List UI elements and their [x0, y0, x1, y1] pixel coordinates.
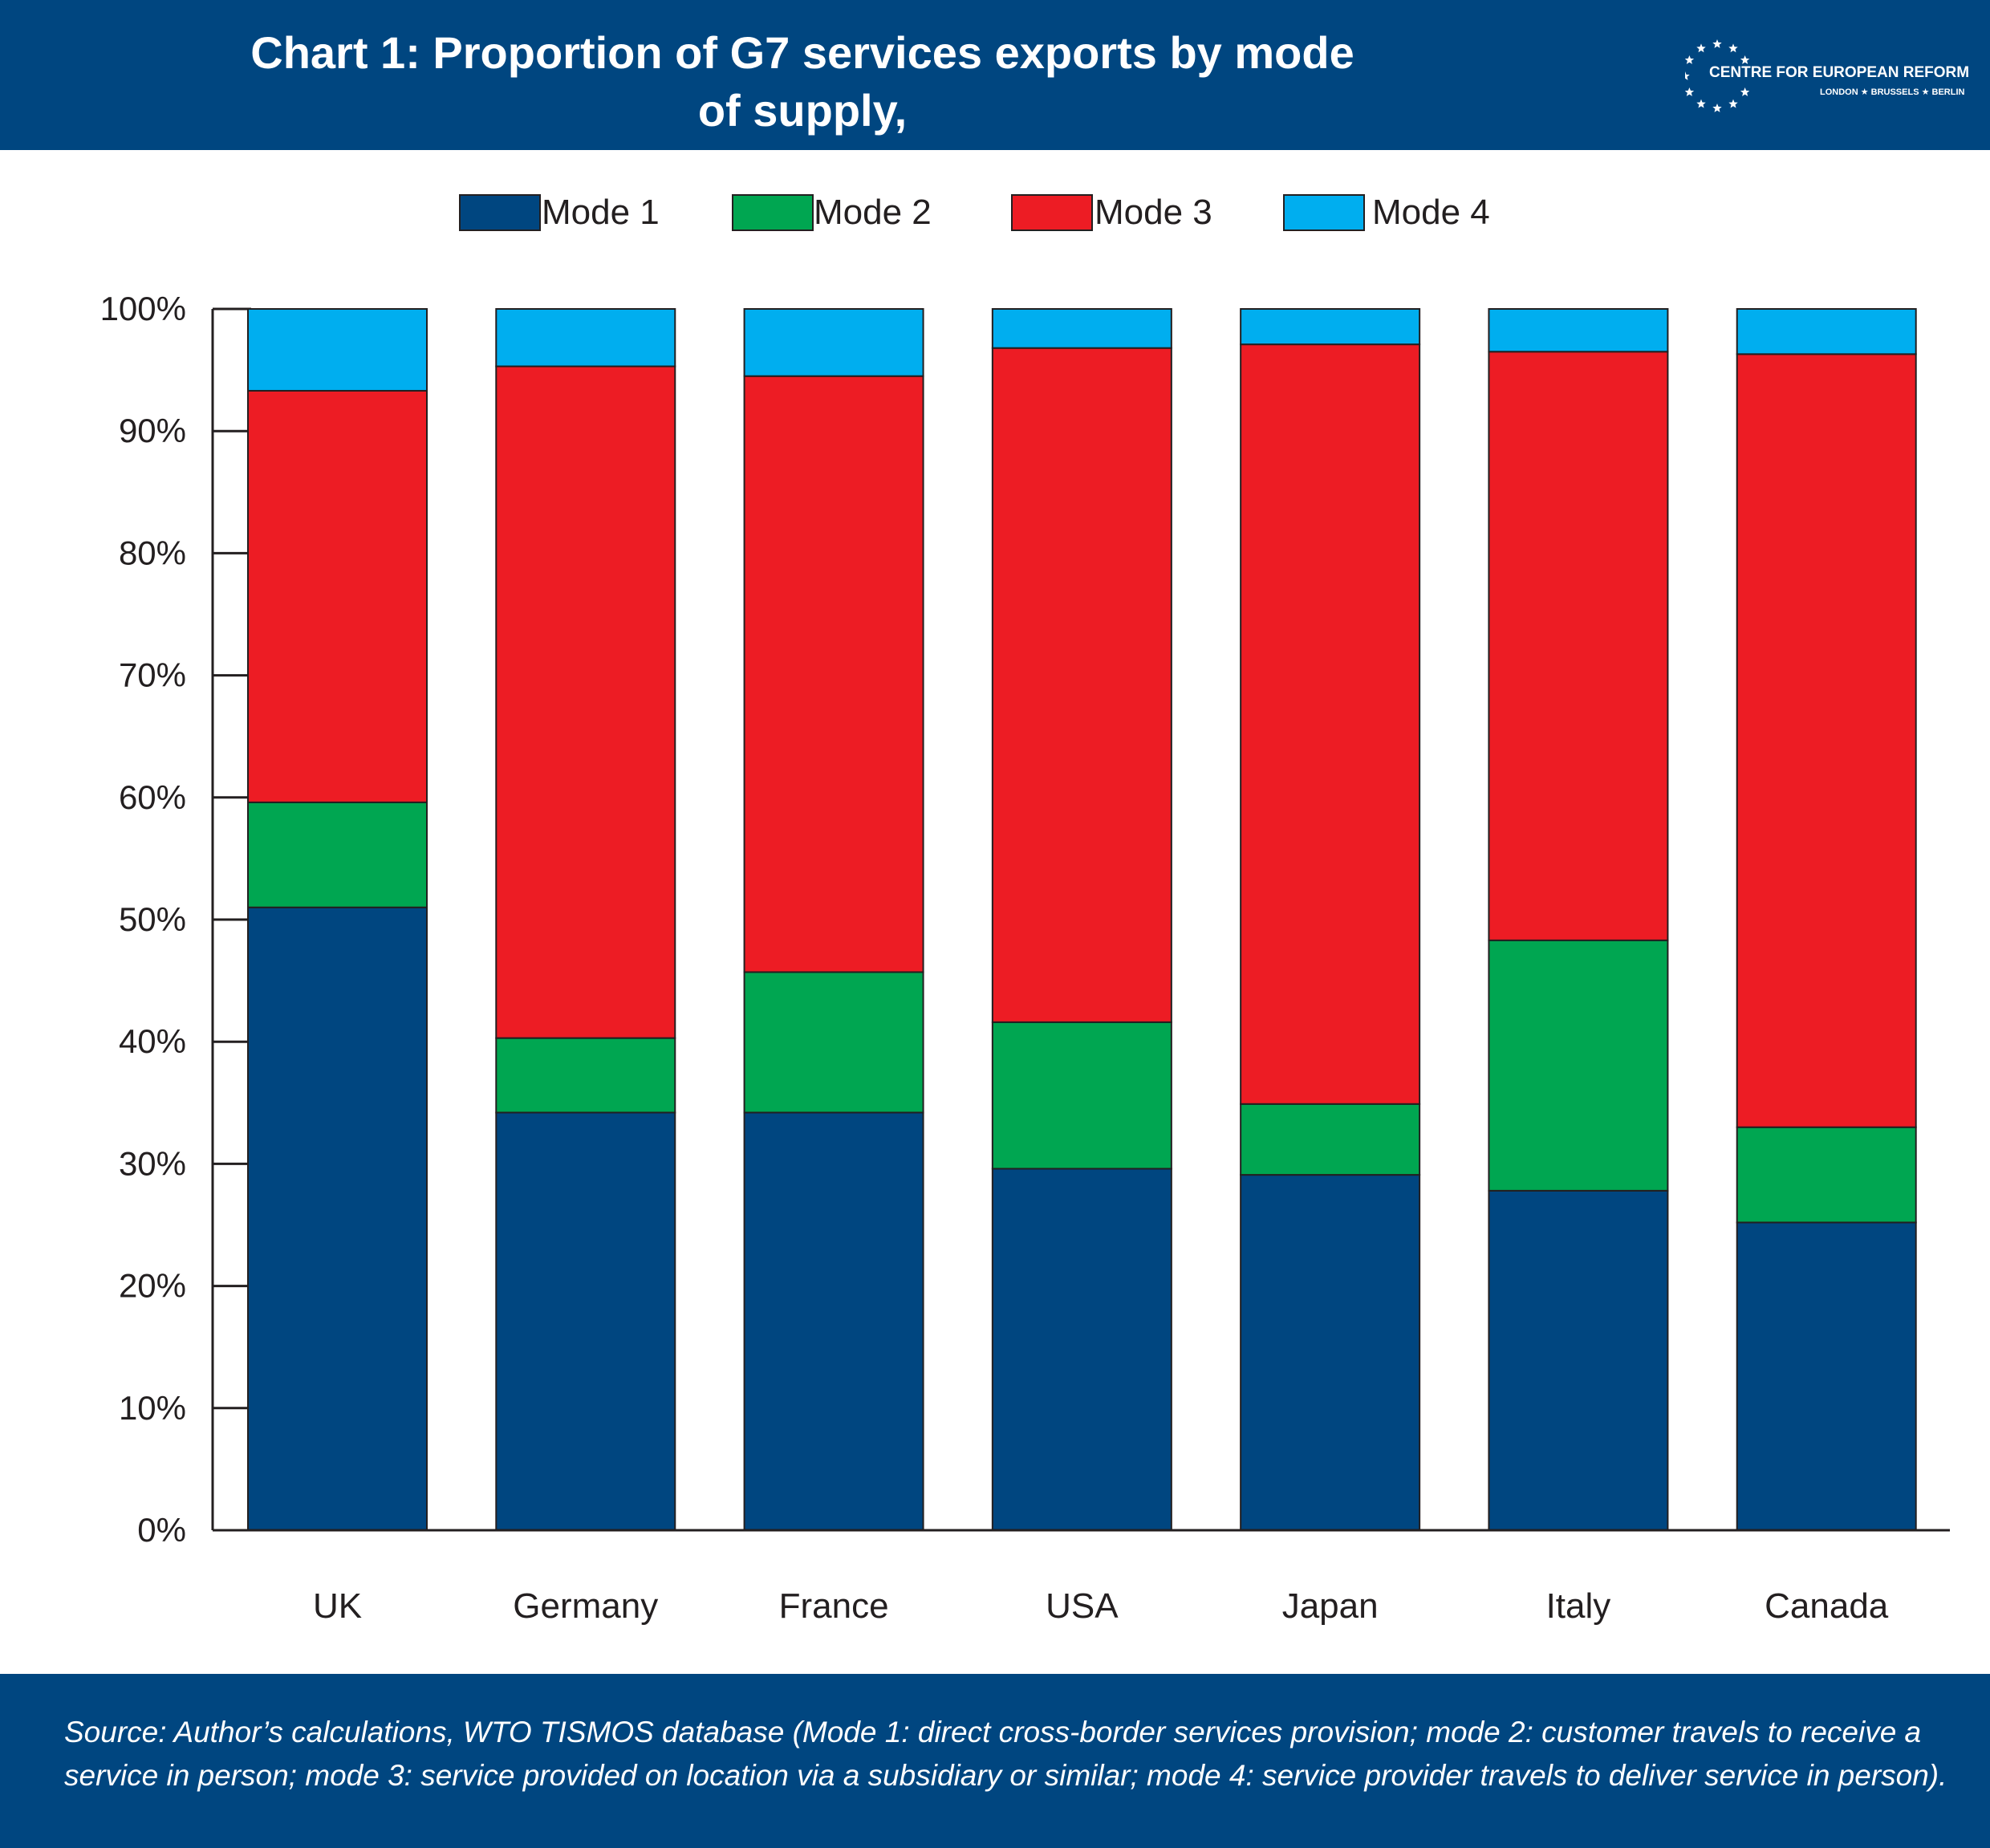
source-note: Source: Author’s calculations, WTO TISMO…: [64, 1711, 1958, 1797]
header-bar: Chart 1: Proportion of G7 services expor…: [0, 0, 1990, 193]
bar-italy-mode-3: [1488, 351, 1669, 941]
bar-usa-mode-3: [991, 347, 1172, 1023]
y-tick-label-30: 30%: [119, 1144, 186, 1182]
bar-canada-mode-3: [1736, 353, 1917, 1128]
eu-stars-ring-icon: [1685, 39, 1750, 112]
logo-star-8: [1696, 43, 1706, 53]
legend-swatch-mode-3: [1011, 194, 1093, 231]
bar-canada-mode-1: [1736, 1221, 1917, 1532]
x-tick-label-canada: Canada: [1765, 1586, 1889, 1626]
x-axis: UK Germany France USA Japan Italy Canada: [213, 1529, 1950, 1626]
chart-title: Chart 1: Proportion of G7 services expor…: [241, 24, 1364, 197]
y-tick-label-50: 50%: [119, 900, 186, 938]
logo-name: CENTRE FOR EUROPEAN REFORM: [1709, 64, 1970, 81]
logo-star-1: [1740, 87, 1750, 96]
legend-swatch-mode-2: [732, 194, 814, 231]
bar-germany-mode-1: [495, 1111, 676, 1531]
stacked-bar-chart: Mode 1 Mode 2 Mode 3 Mode 4 0% 10% 20% 30% 40% 5…: [100, 193, 1950, 1626]
legend: Mode 1 Mode 2 Mode 3 Mode 4: [459, 193, 1490, 232]
chart-title-line-2: 2017: [752, 143, 853, 193]
bar-canada-mode-4: [1736, 308, 1917, 355]
y-tick-label-60: 60%: [119, 778, 186, 816]
y-tick-label-40: 40%: [119, 1022, 186, 1060]
logo-star-9: [1712, 39, 1722, 48]
bar-germany-mode-3: [495, 365, 676, 1039]
bar-japan-mode-3: [1240, 343, 1421, 1105]
logo-star-10: [1728, 43, 1738, 53]
footer-bar: [0, 1674, 1990, 1848]
logo-star-2: [1728, 99, 1738, 108]
bar-france-mode-4: [743, 308, 924, 377]
legend-label-mode-1: Mode 1: [542, 193, 660, 232]
legend-label-mode-4: Mode 4: [1372, 193, 1490, 232]
x-tick-label-japan: Japan: [1282, 1586, 1379, 1626]
bar-japan-mode-2: [1240, 1103, 1421, 1176]
logo-star-7: [1685, 55, 1695, 64]
bar-uk-mode-3: [247, 389, 428, 803]
bar-italy-mode-1: [1488, 1189, 1669, 1532]
bar-germany-mode-4: [495, 308, 676, 368]
y-tick-label-0: 0%: [137, 1511, 186, 1549]
y-axis: 0% 10% 20% 30% 40% 50% 60% 70% 80% 90% 100%: [100, 290, 251, 1549]
y-tick-label-70: 70%: [119, 656, 186, 694]
legend-label-mode-3: Mode 3: [1094, 193, 1212, 232]
y-tick-label-90: 90%: [119, 412, 186, 449]
x-tick-label-uk: UK: [313, 1586, 362, 1626]
y-tick-label-100: 100%: [100, 290, 186, 327]
y-tick-label-10: 10%: [119, 1389, 186, 1427]
logo-star-5: [1685, 87, 1695, 96]
x-tick-label-germany: Germany: [513, 1586, 658, 1626]
bar-france-mode-3: [743, 375, 924, 973]
legend-swatch-mode-4: [1283, 194, 1365, 231]
logo-star-6: [1685, 71, 1690, 80]
source-line-2: service in person; mode 3: service provi…: [64, 1759, 1947, 1792]
bar-uk-mode-4: [247, 308, 428, 392]
bar-japan-mode-1: [1240, 1174, 1421, 1532]
x-tick-label-france: France: [779, 1586, 889, 1626]
bar-japan-mode-4: [1240, 308, 1421, 346]
bar-france-mode-2: [743, 971, 924, 1114]
logo-star-4: [1696, 99, 1706, 108]
logo-star-11: [1740, 55, 1750, 64]
bar-italy-mode-2: [1488, 939, 1669, 1192]
source-line-1: Source: Author’s calculations, WTO TISMO…: [64, 1716, 1922, 1748]
y-tick-label-80: 80%: [119, 534, 186, 571]
bar-usa-mode-1: [991, 1168, 1172, 1532]
bar-uk-mode-2: [247, 801, 428, 908]
bar-france-mode-1: [743, 1111, 924, 1531]
bar-usa-mode-4: [991, 308, 1172, 349]
y-tick-label-20: 20%: [119, 1267, 186, 1305]
bar-canada-mode-2: [1736, 1126, 1917, 1224]
chart-title-line-1: Chart 1: Proportion of G7 services expor…: [250, 27, 1354, 136]
bar-germany-mode-2: [495, 1037, 676, 1114]
legend-swatch-mode-1: [459, 194, 541, 231]
x-tick-label-usa: USA: [1046, 1586, 1119, 1626]
bars: [247, 308, 1917, 1532]
bar-uk-mode-1: [247, 906, 428, 1531]
bar-italy-mode-4: [1488, 308, 1669, 353]
logo-star-3: [1712, 104, 1722, 112]
legend-label-mode-2: Mode 2: [814, 193, 932, 232]
bar-usa-mode-2: [991, 1021, 1172, 1170]
x-tick-label-italy: Italy: [1546, 1586, 1611, 1626]
logo-cities: LONDON ★ BRUSSELS ★ BERLIN: [1820, 87, 1965, 97]
